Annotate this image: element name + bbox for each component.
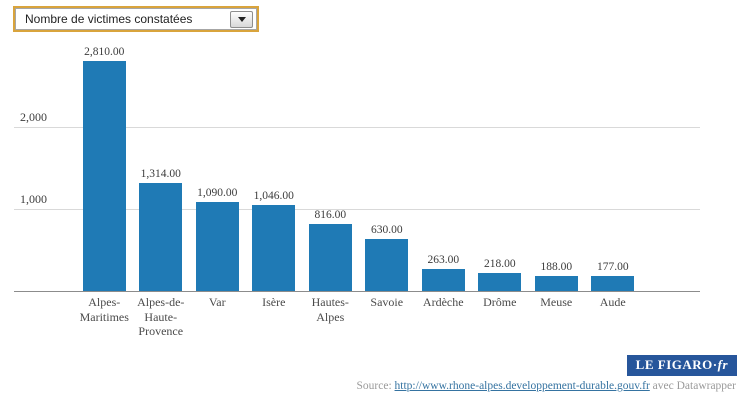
bar-value-label: 630.00 [370,224,403,236]
dropdown-arrow-button[interactable] [230,10,253,28]
category-label: Drôme [483,295,517,309]
bar-value-label: 1,314.00 [140,168,181,180]
category-label: Savoie [370,295,404,309]
bar-value-label: 816.00 [314,209,347,221]
category-label: Ardèche [422,295,464,309]
bar-var[interactable] [195,202,239,291]
bar-aude[interactable] [591,276,635,291]
y-tick-label: 2,000 [20,110,47,124]
bar-meuse[interactable] [534,276,578,291]
bar-column: 1,090.00 [189,45,246,291]
chevron-down-icon [237,16,246,22]
logo-main-text: LE FIGARO [635,357,713,372]
bar-plot-area: 2,810.00 1,314.00 1,090.00 1,046.00 816.00 63… [76,45,641,291]
category-label: Meuse [540,295,573,309]
category-label: Aude [599,295,626,309]
y-tick-label: 1,000 [20,192,47,206]
bar-value-label: 263.00 [427,254,460,266]
category-axis: Alpes-Maritimes Alpes-de-Haute-Provence Va… [76,295,641,339]
category-label: Hautes-Alpes [311,295,349,324]
bar-column: 218.00 [472,45,529,291]
source-suffix: avec Datawrapper [652,380,736,392]
category-label: Alpes-Maritimes [79,295,129,324]
x-axis-line [14,291,700,292]
bar-value-label: 1,046.00 [253,190,294,202]
category-label: Var [208,295,226,309]
bar-column: 1,046.00 [246,45,303,291]
bar-column: 816.00 [302,45,359,291]
lefigaro-logo[interactable]: LE FIGARO·fr [626,355,737,376]
source-link[interactable]: http://www.rhone-alpes.developpement-dur… [394,380,650,392]
logo-separator: · [712,357,718,372]
metric-select-field[interactable]: Nombre de victimes constatées [15,8,257,30]
bar-column: 177.00 [585,45,642,291]
bar-value-label: 1,090.00 [197,187,238,199]
logo-suffix-text: fr [717,357,728,372]
bar-drôme[interactable] [478,273,522,291]
bar-savoie[interactable] [365,239,409,291]
bar-ardèche[interactable] [421,269,465,291]
category-label: Alpes-de-Haute-Provence [137,295,185,339]
bar-column: 263.00 [415,45,472,291]
metric-select[interactable]: Nombre de victimes constatées [13,6,259,32]
bar-column: 1,314.00 [133,45,190,291]
bar-column: 630.00 [359,45,416,291]
bar-value-label: 2,810.00 [84,46,125,58]
bar-hautes-alpes[interactable] [308,224,352,291]
bar-value-label: 188.00 [540,261,573,273]
category-label: Isère [262,295,286,309]
bar-column: 2,810.00 [76,45,133,291]
source-prefix: Source: [356,380,392,392]
bar-column: 188.00 [528,45,585,291]
bar-value-label: 218.00 [483,258,516,270]
bar-isère[interactable] [252,205,296,291]
bar-alpes-maritimes[interactable] [82,61,126,291]
bar-value-label: 177.00 [596,261,629,273]
gridline [14,209,700,210]
bar-alpes-de-haute-provence[interactable] [139,183,183,291]
source-line: Source: http://www.rhone-alpes.developpe… [357,380,736,392]
gridline [14,127,700,128]
metric-select-value: Nombre de victimes constatées [25,12,193,26]
